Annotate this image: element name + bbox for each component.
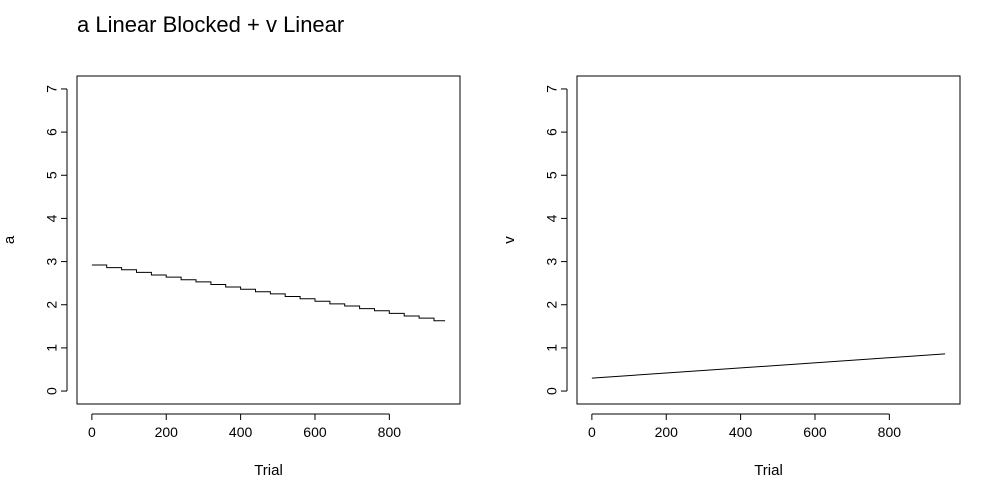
y-tick-label: 1 xyxy=(44,344,60,352)
y-axis-label: a xyxy=(1,235,18,244)
series-line xyxy=(591,353,946,379)
x-tick-label: 600 xyxy=(303,424,327,440)
y-tick-label: 0 xyxy=(44,387,60,395)
x-tick-label: 0 xyxy=(88,424,96,440)
x-tick-label: 0 xyxy=(588,424,596,440)
x-axis-label: Trial xyxy=(754,462,783,479)
y-axis-label: v xyxy=(501,236,518,244)
x-tick-label: 200 xyxy=(155,424,179,440)
y-tick-label: 1 xyxy=(544,344,560,352)
y-tick-label: 6 xyxy=(544,128,560,136)
x-tick-label: 400 xyxy=(229,424,253,440)
y-tick-label: 3 xyxy=(44,257,60,265)
chart-title: a Linear Blocked + v Linear xyxy=(77,12,345,37)
plot-frame xyxy=(76,75,461,405)
y-tick-label: 4 xyxy=(544,214,560,222)
y-tick-label: 7 xyxy=(44,85,60,93)
series-line xyxy=(91,264,446,322)
x-tick-label: 800 xyxy=(878,424,902,440)
chart-panel-1: 0 200 400 600 800 0 1 2 3 4 5 6 7 Trial a xyxy=(1,75,461,479)
y-tick-label: 2 xyxy=(44,301,60,309)
plot-frame xyxy=(576,75,961,405)
y-tick-label: 5 xyxy=(44,171,60,179)
y-tick-label: 0 xyxy=(544,387,560,395)
x-tick-label: 400 xyxy=(729,424,753,440)
x-tick-label: 200 xyxy=(655,424,679,440)
y-tick-label: 2 xyxy=(544,301,560,309)
y-tick-label: 7 xyxy=(544,85,560,93)
chart-panel-2: 0 200 400 600 800 0 1 2 3 4 5 6 7 Trial v xyxy=(501,75,961,479)
x-axis-label: Trial xyxy=(254,462,283,479)
x-tick-label: 600 xyxy=(803,424,827,440)
y-tick-label: 3 xyxy=(544,257,560,265)
y-tick-label: 6 xyxy=(44,128,60,136)
x-tick-label: 800 xyxy=(378,424,402,440)
y-tick-label: 4 xyxy=(44,214,60,222)
y-tick-label: 5 xyxy=(544,171,560,179)
